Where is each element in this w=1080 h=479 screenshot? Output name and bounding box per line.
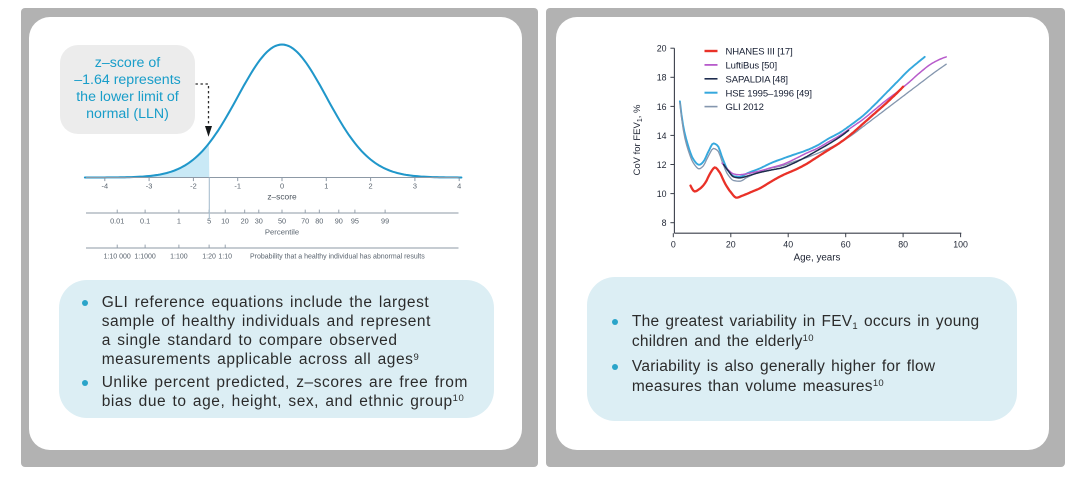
svg-text:60: 60 bbox=[841, 240, 851, 250]
svg-text:8: 8 bbox=[662, 218, 667, 228]
svg-text:30: 30 bbox=[255, 217, 263, 226]
svg-text:1:10: 1:10 bbox=[218, 254, 232, 261]
svg-text:100: 100 bbox=[953, 240, 968, 250]
svg-text:Age, years: Age, years bbox=[794, 253, 841, 264]
svg-text:NHANES III [17]: NHANES III [17] bbox=[726, 47, 793, 58]
svg-text:LuftiBus [50]: LuftiBus [50] bbox=[726, 61, 778, 72]
svg-text:14: 14 bbox=[657, 131, 667, 141]
svg-text:1:20: 1:20 bbox=[202, 254, 216, 261]
svg-text:20: 20 bbox=[657, 44, 667, 54]
svg-text:CoV for FEV1, %: CoV for FEV1, % bbox=[632, 104, 644, 176]
svg-text:5: 5 bbox=[207, 217, 211, 226]
svg-text:HSE 1995–1996 [49]: HSE 1995–1996 [49] bbox=[726, 88, 812, 99]
svg-text:z–score: z–score bbox=[267, 192, 297, 202]
svg-text:1:1000: 1:1000 bbox=[134, 254, 156, 261]
svg-text:0: 0 bbox=[280, 181, 284, 190]
svg-text:1: 1 bbox=[324, 181, 328, 190]
svg-text:20: 20 bbox=[241, 217, 249, 226]
svg-text:12: 12 bbox=[657, 160, 667, 170]
svg-text:10: 10 bbox=[657, 189, 667, 199]
svg-text:-2: -2 bbox=[190, 181, 197, 190]
svg-text:40: 40 bbox=[783, 240, 793, 250]
svg-text:80: 80 bbox=[315, 217, 323, 226]
svg-text:-4: -4 bbox=[102, 181, 109, 190]
svg-text:3: 3 bbox=[413, 181, 417, 190]
svg-text:-1: -1 bbox=[234, 181, 241, 190]
svg-text:20: 20 bbox=[726, 240, 736, 250]
svg-text:SAPALDIA [48]: SAPALDIA [48] bbox=[726, 74, 788, 85]
svg-text:1:100: 1:100 bbox=[170, 254, 188, 261]
svg-text:Percentile: Percentile bbox=[265, 228, 299, 237]
svg-text:0.01: 0.01 bbox=[110, 217, 124, 226]
svg-text:0.1: 0.1 bbox=[140, 217, 150, 226]
svg-text:90: 90 bbox=[335, 217, 343, 226]
svg-text:16: 16 bbox=[657, 102, 667, 112]
svg-text:0: 0 bbox=[671, 240, 676, 250]
svg-text:95: 95 bbox=[351, 217, 359, 226]
svg-text:Probability that a healthy ind: Probability that a healthy individual ha… bbox=[250, 254, 425, 261]
svg-text:99: 99 bbox=[381, 217, 389, 226]
svg-text:10: 10 bbox=[221, 217, 229, 226]
svg-text:1:10 000: 1:10 000 bbox=[104, 254, 131, 261]
svg-text:1: 1 bbox=[177, 217, 181, 226]
svg-text:50: 50 bbox=[278, 217, 286, 226]
svg-text:70: 70 bbox=[301, 217, 309, 226]
svg-text:80: 80 bbox=[898, 240, 908, 250]
svg-text:2: 2 bbox=[369, 181, 373, 190]
svg-text:18: 18 bbox=[657, 73, 667, 83]
svg-text:4: 4 bbox=[457, 181, 461, 190]
svg-text:-3: -3 bbox=[146, 181, 153, 190]
svg-text:GLI 2012: GLI 2012 bbox=[726, 102, 764, 113]
